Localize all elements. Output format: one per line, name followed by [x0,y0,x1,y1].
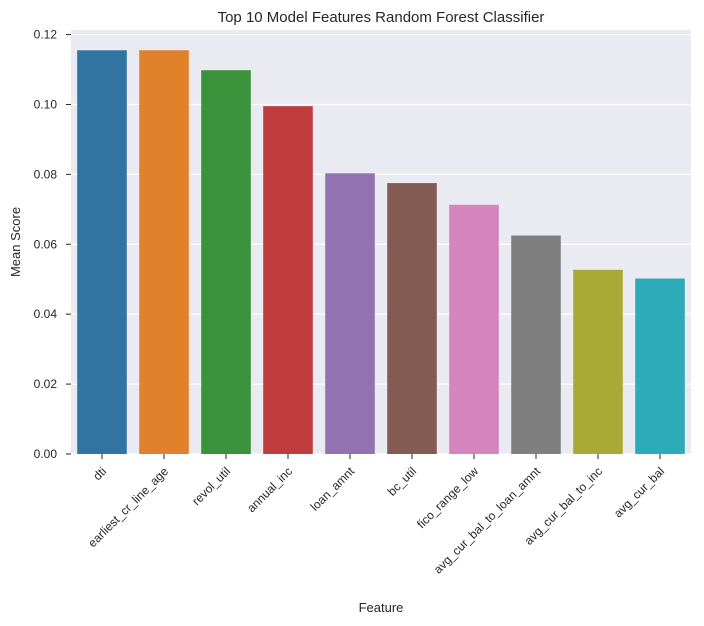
y-tick-label: 0.10 [34,97,58,111]
y-tick-label: 0.12 [34,28,58,42]
x-tick-label: fico_range_low [414,464,481,531]
bar-dti [77,50,127,454]
y-tick-label: 0.00 [34,447,58,461]
bar-avg-cur-bal-to-loan-amnt [511,235,561,454]
x-axis-label: Feature [359,600,404,615]
bar-annual-inc [263,106,313,454]
x-tick-label: avg_cur_bal [611,464,667,520]
x-tick-label: loan_amnt [308,464,358,514]
x-tick-label: avg_cur_bal_to_loan_amnt [431,464,544,577]
x-tick-label: revol_util [189,464,233,508]
chart-title: Top 10 Model Features Random Forest Clas… [218,9,545,26]
x-tick-label: dti [90,464,109,483]
y-tick-label: 0.02 [34,377,58,391]
y-tick-label: 0.06 [34,237,58,251]
bar-avg-cur-bal-to-inc [573,269,623,454]
y-axis-label: Mean Score [8,207,23,277]
bar-bc-util [387,183,437,455]
bar-revol-util [201,70,251,455]
y-tick-label: 0.04 [34,307,58,321]
x-tick-label: bc_util [385,464,419,498]
bar-loan-amnt [325,173,375,455]
bar-avg-cur-bal [635,278,685,454]
y-axis-ticks: 0.00 0.02 0.04 0.06 0.08 0.10 0.12 [34,28,71,461]
bar-fico-range-low [449,204,499,454]
x-tick-label: annual_inc [244,464,295,515]
bars [77,50,685,455]
bar-earliest-cr-line-age [139,50,189,454]
y-tick-label: 0.08 [34,167,58,181]
